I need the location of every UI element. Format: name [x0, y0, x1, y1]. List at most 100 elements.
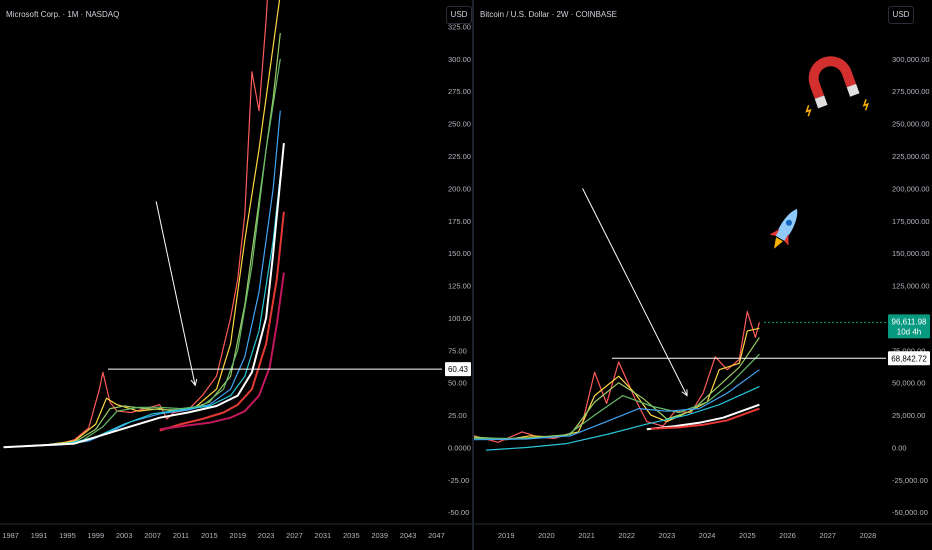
rocket-fins — [769, 228, 789, 246]
rocket-window — [786, 219, 792, 226]
btc-level-badge — [888, 351, 930, 366]
msft-series-line — [3, 58, 281, 448]
btc-annotation-arrow — [582, 188, 688, 395]
msft-chart-title: Microsoft Corp. · 1M · NASDAQ — [6, 10, 120, 19]
msft-y-tick-label: 200.00 — [448, 184, 471, 193]
rocket-icon — [769, 208, 798, 249]
btc-x-tick-label: 2022 — [618, 531, 635, 540]
pane-divider[interactable] — [472, 0, 474, 550]
btc-y-tick-label: 200,000.00 — [892, 184, 930, 193]
msft-y-tick-label: 100.00 — [448, 314, 471, 323]
msft-price-badge — [445, 362, 471, 377]
magnet-body — [808, 56, 857, 99]
msft-x-tick-label: 2007 — [144, 531, 161, 540]
msft-x-tick-label: 2019 — [229, 531, 246, 540]
msft-price-badge-label: 60.43 — [448, 365, 469, 374]
btc-y-tick-label: 25,000.00 — [892, 411, 925, 420]
btc-y-tick-label: 225,000.00 — [892, 152, 930, 161]
msft-y-tick-label: 175.00 — [448, 217, 471, 226]
btc-price-axis — [886, 0, 932, 550]
msft-y-tick-label: 275.00 — [448, 87, 471, 96]
msft-y-tick-label: 50.00 — [448, 379, 467, 388]
btc-current-price-label: 96,611.98 — [892, 317, 928, 326]
btc-y-tick-label: 175,000.00 — [892, 217, 930, 226]
btc-chart-title: Bitcoin / U.S. Dollar · 2W · COINBASE — [480, 10, 617, 19]
msft-price-axis — [442, 0, 472, 550]
btc-level-badge-label: 68,842.72 — [891, 354, 927, 363]
btc-countdown-label: 10d 4h — [897, 327, 921, 336]
btc-x-tick-label: 2028 — [860, 531, 877, 540]
btc-x-tick-label: 2026 — [779, 531, 796, 540]
btc-x-tick-label: 2021 — [578, 531, 595, 540]
btc-series-line — [650, 407, 760, 430]
msft-y-tick-label: -50.00 — [448, 508, 469, 517]
btc-current-price-badge — [888, 314, 930, 339]
msft-x-tick-label: 2047 — [428, 531, 445, 540]
msft-x-tick-label: 2039 — [371, 531, 388, 540]
msft-y-tick-label: -25.00 — [448, 476, 469, 485]
btc-y-tick-label: 0.00 — [892, 443, 907, 452]
btc-chart-pane[interactable]: 300,000.00 275,000.00 250,000.00 225,000.00… — [474, 0, 932, 550]
btc-y-tick-label: 75,000.00 — [892, 346, 925, 355]
msft-x-tick-label: 1991 — [31, 531, 48, 540]
msft-x-tick-label: 1995 — [59, 531, 76, 540]
msft-x-tick-label: 2035 — [343, 531, 360, 540]
btc-x-tick-label: 2024 — [699, 531, 716, 540]
rocket-body — [775, 208, 798, 241]
magnet-tip-left — [814, 95, 828, 109]
btc-y-tick-label: 50,000.00 — [892, 379, 925, 388]
btc-x-tick-label: 2020 — [538, 531, 555, 540]
magnet-tip-right — [846, 83, 860, 97]
msft-y-tick-label: 250.00 — [448, 120, 471, 129]
msft-y-tick-label: 0.0000 — [448, 443, 471, 452]
btc-series-line — [486, 386, 760, 451]
magnet-icon — [805, 56, 869, 117]
msft-y-tick-label: 25.00 — [448, 411, 467, 420]
magnet-spark — [862, 99, 869, 111]
msft-series-line — [159, 211, 285, 432]
btc-y-tick-label: 250,000.00 — [892, 120, 930, 129]
msft-x-tick-label: 2015 — [201, 531, 218, 540]
msft-x-tick-label: 2003 — [116, 531, 133, 540]
msft-x-tick-label: 2031 — [315, 531, 332, 540]
msft-series-line — [3, 143, 285, 449]
msft-y-tick-label: 300.00 — [448, 55, 471, 64]
btc-x-tick-label: 2023 — [659, 531, 676, 540]
msft-annotation-arrow — [155, 201, 195, 385]
btc-y-tick-label: 150,000.00 — [892, 249, 930, 258]
msft-x-tick-label: 1987 — [2, 531, 19, 540]
magnet-spark — [805, 105, 812, 117]
msft-chart-svg[interactable]: 325.00 300.00 275.00 250.00 225.00 200.00 175.… — [0, 0, 472, 550]
btc-y-tick-label: 275,000.00 — [892, 87, 930, 96]
btc-currency-button[interactable]: USD — [888, 6, 914, 24]
msft-series-line — [3, 0, 281, 448]
btc-x-tick-label: 2027 — [819, 531, 836, 540]
msft-series-line — [3, 110, 281, 448]
btc-chart-svg[interactable]: 300,000.00 275,000.00 250,000.00 225,000.00… — [474, 0, 932, 550]
msft-x-tick-label: 1999 — [87, 531, 104, 540]
msft-x-tick-label: 2027 — [286, 531, 303, 540]
rocket-flame — [774, 237, 783, 249]
msft-series-line — [3, 32, 281, 448]
btc-x-tick-label: 2019 — [498, 531, 515, 540]
btc-series-line — [474, 337, 760, 440]
msft-series-line — [159, 272, 285, 431]
msft-y-tick-label: 325.00 — [448, 22, 471, 31]
btc-y-tick-label: 300,000.00 — [892, 55, 930, 64]
msft-x-tick-label: 2011 — [173, 531, 189, 540]
msft-y-tick-label: 125.00 — [448, 282, 471, 291]
msft-series-line — [3, 175, 281, 448]
msft-y-tick-label: 225.00 — [448, 152, 471, 161]
msft-x-tick-label: 2043 — [400, 531, 417, 540]
msft-y-tick-label: 75.00 — [448, 346, 467, 355]
btc-y-tick-label: -50,000.00 — [892, 508, 928, 517]
msft-currency-button[interactable]: USD — [446, 6, 472, 24]
btc-x-tick-label: 2025 — [739, 531, 756, 540]
msft-chart-pane[interactable]: 325.00 300.00 275.00 250.00 225.00 200.00 175.… — [0, 0, 472, 550]
btc-y-tick-label: 125,000.00 — [892, 282, 930, 291]
msft-y-tick-label: 150.00 — [448, 249, 471, 258]
msft-series-line — [3, 0, 268, 448]
btc-series-line — [474, 369, 760, 441]
btc-y-tick-label: -25,000.00 — [892, 476, 928, 485]
msft-x-tick-label: 2023 — [258, 531, 275, 540]
